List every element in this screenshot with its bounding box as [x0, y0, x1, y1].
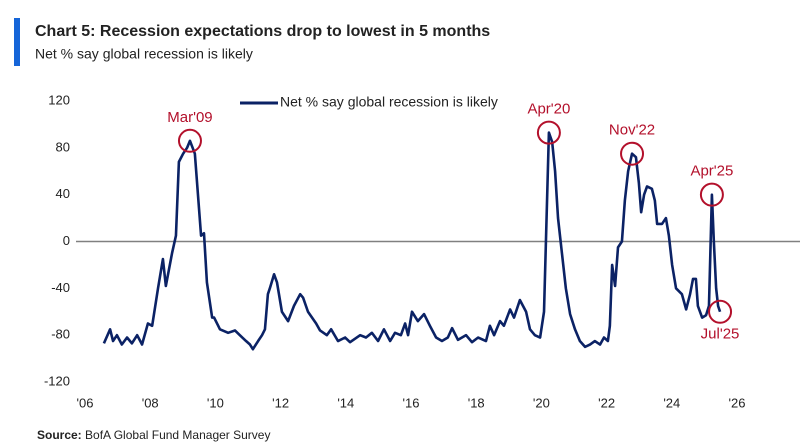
annotation-circle	[699, 182, 724, 207]
x-tick-label: '10	[207, 395, 224, 410]
source-text: BofA Global Fund Manager Survey	[85, 428, 270, 442]
y-tick-label: 40	[56, 186, 70, 201]
annotation-label: Apr'20	[527, 101, 570, 118]
annotation-label: Nov'22	[609, 122, 655, 139]
x-tick-label: '26	[729, 395, 746, 410]
x-tick-label: '22	[598, 395, 615, 410]
y-tick-label: 80	[56, 139, 70, 154]
y-tick-label: -40	[51, 280, 70, 295]
x-tick-label: '14	[337, 395, 354, 410]
x-tick-label: '16	[403, 395, 420, 410]
x-tick-label: '12	[272, 395, 289, 410]
chart-title: Chart 5: Recession expectations drop to …	[35, 23, 490, 40]
title-bar	[14, 18, 20, 66]
x-tick-label: '24	[663, 395, 680, 410]
annotation-label: Mar'09	[167, 109, 212, 126]
x-tick-label: '08	[142, 395, 159, 410]
y-tick-label: 0	[63, 233, 70, 248]
annotation-label: Jul'25	[701, 326, 740, 343]
annotation-circle	[620, 141, 645, 166]
legend-label: Net % say global recession is likely	[280, 94, 498, 110]
y-tick-label: -80	[51, 327, 70, 342]
annotation-circle	[536, 120, 561, 145]
annotation-label: Apr'25	[690, 163, 733, 180]
chart-subtitle: Net % say global recession is likely	[35, 46, 253, 62]
annotation-circle	[177, 128, 202, 153]
series-line	[102, 131, 722, 351]
x-tick-label: '20	[533, 395, 550, 410]
y-tick-label: -120	[44, 373, 70, 388]
x-tick-label: '18	[468, 395, 485, 410]
y-tick-label: 120	[48, 92, 70, 107]
x-tick-label: '06	[77, 395, 94, 410]
source: Source: BofA Global Fund Manager Survey	[37, 428, 270, 442]
source-label: Source:	[37, 428, 82, 442]
annotation-circle	[708, 299, 733, 324]
